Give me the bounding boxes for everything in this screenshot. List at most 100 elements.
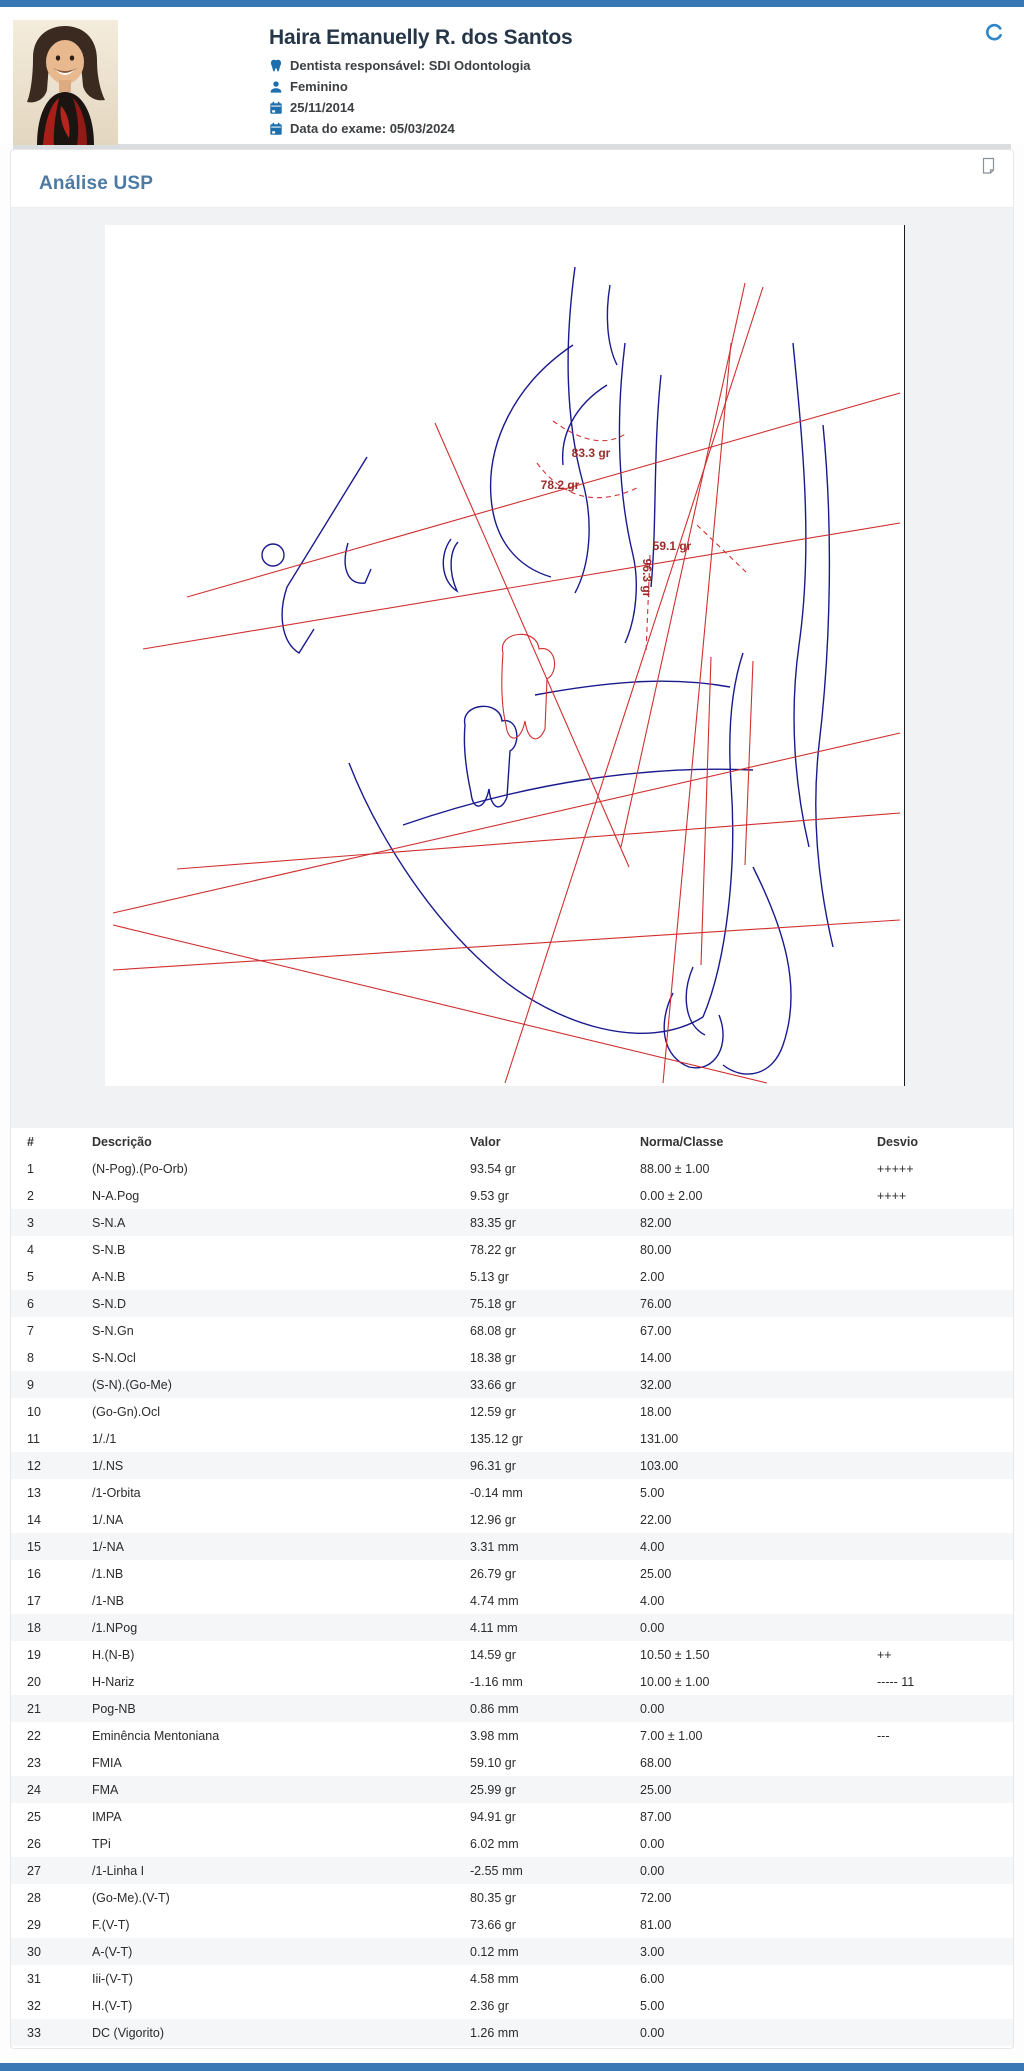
table-cell: 78.22 gr	[470, 1242, 516, 1257]
table-cell: 82.00	[640, 1215, 672, 1230]
table-cell: (Go-Me).(V-T)	[92, 1890, 170, 1905]
table-cell: 3.31 mm	[470, 1539, 519, 1554]
table-cell	[877, 1236, 1013, 1263]
table-cell: S-N.D	[92, 1296, 127, 1311]
table-cell: IMPA	[92, 1809, 122, 1824]
table-cell: 21	[27, 1701, 41, 1716]
dentist-label: Dentista responsável: SDI Odontologia	[290, 58, 531, 73]
table-row: 23 FMIA 59.10 gr 68.00	[11, 1749, 1013, 1776]
table-cell	[877, 1452, 1013, 1479]
table-cell: 9	[27, 1377, 34, 1392]
col-description: Descrição	[92, 1134, 152, 1149]
table-row: 15 1/-NA 3.31 mm 4.00	[11, 1533, 1013, 1560]
table-cell: 5.13 gr	[470, 1269, 509, 1284]
table-cell: S-N.Ocl	[92, 1350, 136, 1365]
table-row: 30 A-(V-T) 0.12 mm 3.00	[11, 1938, 1013, 1965]
person-icon	[270, 80, 282, 93]
table-cell: 7	[27, 1323, 34, 1338]
table-cell: 14	[27, 1512, 41, 1527]
table-cell: FMIA	[92, 1755, 122, 1770]
table-cell	[877, 2019, 1013, 2046]
table-cell: 12	[27, 1458, 41, 1473]
measurements-table: # Descrição Valor Norma/Classe Desvio 1 (…	[11, 1128, 1013, 2046]
table-cell: 10.50 ± 1.50	[640, 1647, 710, 1662]
table-cell: 0.00	[640, 2025, 665, 2040]
table-cell: 4.00	[640, 1539, 665, 1554]
table-cell: 23	[27, 1755, 41, 1770]
table-cell: -1.16 mm	[470, 1674, 523, 1689]
table-cell: 22.00	[640, 1512, 672, 1527]
table-cell: 59.10 gr	[470, 1755, 516, 1770]
table-row: 29 F.(V-T) 73.66 gr 81.00	[11, 1911, 1013, 1938]
table-cell: -2.55 mm	[470, 1863, 523, 1878]
table-cell: ++++	[877, 1188, 907, 1203]
table-cell: 19	[27, 1647, 41, 1662]
card-separator	[13, 144, 1011, 149]
table-cell	[877, 1857, 1013, 1884]
birthdate-label: 25/11/2014	[290, 100, 355, 115]
table-cell: 1	[27, 1161, 34, 1176]
table-cell: 1/.NS	[92, 1458, 124, 1473]
table-cell: 28	[27, 1890, 41, 1905]
loading-spinner-icon	[986, 23, 1002, 41]
table-cell	[877, 1290, 1013, 1317]
table-cell: 13	[27, 1485, 41, 1500]
table-cell: 25.00	[640, 1782, 672, 1797]
birthdate-line: 25/11/2014	[269, 97, 707, 118]
section-header: Análise USP	[11, 150, 1013, 208]
table-cell: -0.14 mm	[470, 1485, 523, 1500]
table-row: 1 (N-Pog).(Po-Orb) 93.54 gr 88.00 ± 1.00 +++…	[11, 1155, 1013, 1182]
table-cell: 83.35 gr	[470, 1215, 516, 1230]
cephalometric-viewer: 83.3 gr 78.2 gr 59.1 gr 96.3 gr	[11, 208, 1013, 1128]
table-cell: A-N.B	[92, 1269, 126, 1284]
gender-line: Feminino	[269, 76, 707, 97]
table-row: 5 A-N.B 5.13 gr 2.00	[11, 1263, 1013, 1290]
table-cell: 93.54 gr	[470, 1161, 516, 1176]
col-deviation: Desvio	[877, 1134, 918, 1149]
table-cell	[877, 1533, 1013, 1560]
table-cell: 33.66 gr	[470, 1377, 516, 1392]
table-row: 7 S-N.Gn 68.08 gr 67.00	[11, 1317, 1013, 1344]
angle-label: 96.3 gr	[640, 559, 654, 598]
angle-label: 78.2 gr	[541, 478, 580, 492]
table-cell: 1/-NA	[92, 1539, 124, 1554]
table-cell: 0.00 ± 2.00	[640, 1188, 703, 1203]
table-cell: ++	[877, 1647, 892, 1662]
table-cell: 87.00	[640, 1809, 672, 1824]
table-cell: 0.00	[640, 1701, 665, 1716]
table-cell: 2.36 gr	[470, 1998, 509, 2013]
table-cell: 3.98 mm	[470, 1728, 519, 1743]
table-row: 33 DC (Vigorito) 1.26 mm 0.00	[11, 2019, 1013, 2046]
table-row: 14 1/.NA 12.96 gr 22.00	[11, 1506, 1013, 1533]
table-cell: H-Nariz	[92, 1674, 135, 1689]
table-cell: 18.00	[640, 1404, 672, 1419]
table-row: 25 IMPA 94.91 gr 87.00	[11, 1803, 1013, 1830]
table-cell: ----- 11	[877, 1674, 915, 1689]
table-cell: 135.12 gr	[470, 1431, 523, 1446]
table-cell: 10	[27, 1404, 41, 1419]
patient-photo	[13, 20, 118, 145]
table-cell: 26	[27, 1836, 41, 1851]
table-row: 12 1/.NS 96.31 gr 103.00	[11, 1452, 1013, 1479]
table-cell: 96.31 gr	[470, 1458, 516, 1473]
tracing-svg: 83.3 gr 78.2 gr 59.1 gr 96.3 gr	[112, 266, 901, 1084]
table-cell: 27	[27, 1863, 41, 1878]
page-icon[interactable]	[981, 157, 996, 175]
table-cell: 68.00	[640, 1755, 672, 1770]
table-cell: S-N.Gn	[92, 1323, 134, 1338]
table-cell: /1-NB	[92, 1593, 124, 1608]
table-row: 28 (Go-Me).(V-T) 80.35 gr 72.00	[11, 1884, 1013, 1911]
table-cell: 16	[27, 1566, 41, 1581]
top-accent-bar	[0, 0, 1024, 7]
table-cell: 5.00	[640, 1485, 665, 1500]
table-cell: ---	[877, 1728, 890, 1743]
table-cell	[877, 1965, 1013, 1992]
tracing-canvas[interactable]: 83.3 gr 78.2 gr 59.1 gr 96.3 gr	[105, 225, 905, 1086]
table-cell: 32	[27, 1998, 41, 2013]
table-cell	[877, 1344, 1013, 1371]
table-cell	[877, 1263, 1013, 1290]
table-cell: 14.00	[640, 1350, 672, 1365]
table-cell: A-(V-T)	[92, 1944, 133, 1959]
table-cell: 0.00	[640, 1863, 665, 1878]
table-cell	[877, 1695, 1013, 1722]
